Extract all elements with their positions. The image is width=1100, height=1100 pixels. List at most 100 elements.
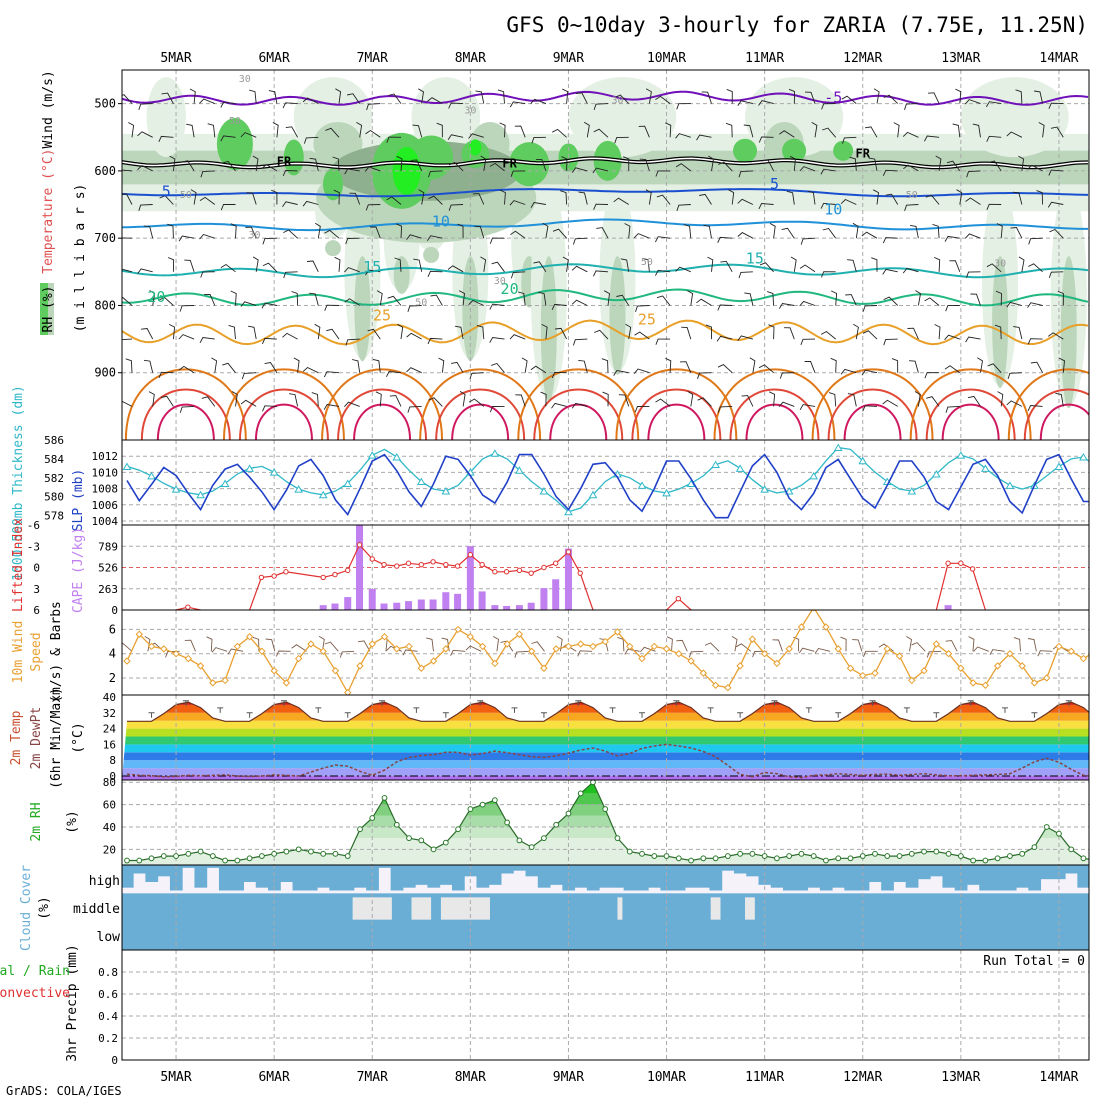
isotherm-label: 25	[638, 310, 656, 328]
wind10m-barb	[911, 642, 926, 652]
upper-wind-barb	[454, 325, 464, 340]
upper-wind-barb	[199, 196, 216, 205]
wind10m-barb	[492, 636, 499, 652]
cloud-high-bar	[1003, 865, 1017, 891]
upper-wind-barb	[788, 88, 796, 104]
upper-wind-barb	[509, 101, 526, 108]
upper-wind-barb	[389, 395, 402, 407]
upper-wind-barb	[491, 261, 505, 273]
upper-wind-barb	[325, 127, 340, 138]
rh2m-marker	[565, 810, 572, 817]
upper-wind-barb	[427, 97, 443, 104]
upper-wind-barb	[335, 88, 342, 104]
isotherm-5	[122, 188, 1089, 198]
upper-wind-barb	[459, 391, 466, 407]
cloud-high-bar	[378, 865, 392, 868]
upper-wind-barb	[882, 399, 898, 407]
upper-wind-barb	[264, 362, 278, 373]
boundary-isotherm	[631, 388, 722, 440]
upper-wind-barb	[397, 323, 404, 340]
upper-wind-barb	[148, 391, 155, 407]
rh2m-marker	[185, 850, 192, 857]
upper-wind-barb	[345, 237, 360, 245]
upper-wind-barb	[575, 92, 588, 104]
boundary-isotherm	[1023, 388, 1089, 440]
thickness-marker	[539, 487, 549, 495]
upper-wind-barb	[333, 189, 340, 205]
wind10m-barb	[688, 650, 704, 658]
upper-wind-barb	[138, 204, 153, 211]
thickness-marker	[784, 487, 794, 495]
wind-speed-marker	[785, 645, 793, 653]
lifted-index-marker	[332, 571, 338, 578]
x-tick-label-top: 10MAR	[647, 51, 686, 66]
cape-bar	[527, 602, 535, 610]
wind10m-barb	[577, 650, 593, 657]
rh2m-marker	[614, 835, 621, 842]
upper-wind-barb	[882, 237, 898, 244]
wind-speed-marker	[172, 650, 180, 658]
wind-speed-marker	[1030, 679, 1039, 687]
upper-wind-barb	[220, 101, 236, 108]
upper-wind-barb	[717, 364, 733, 374]
cape-bar	[454, 593, 462, 610]
upper-wind-barb	[252, 155, 259, 171]
upper-wind-barb	[945, 305, 960, 312]
upper-wind-barb	[675, 163, 692, 172]
cloud-mid-gap	[617, 897, 623, 920]
upper-wind-barb	[240, 301, 257, 307]
upper-wind-barb	[872, 189, 879, 205]
upper-wind-barb	[902, 131, 919, 138]
upper-wind-barb	[282, 102, 298, 109]
temp-max-marker	[737, 712, 744, 718]
rh2m-marker	[1019, 850, 1026, 857]
thickness-axis-label: 1000-500mb Thickness (dm)	[11, 385, 26, 581]
boundary-isotherm	[156, 403, 215, 440]
upper-wind-barb	[283, 271, 298, 279]
upper-wind-barb	[169, 155, 176, 171]
upper-wind-barb	[800, 338, 816, 346]
cape-bar	[466, 546, 474, 610]
upper-wind-barb	[240, 399, 257, 407]
rh-contour-label: 30	[464, 106, 476, 117]
rh2m-marker	[344, 853, 351, 859]
upper-wind-barb	[211, 357, 218, 373]
temp-tick-label: 40	[103, 691, 116, 704]
upper-wind-barb	[762, 159, 775, 172]
upper-wind-barb	[699, 193, 712, 205]
cloud-high-bar	[402, 865, 416, 888]
rh2m-marker	[148, 855, 155, 862]
upper-wind-barb	[457, 223, 464, 239]
upper-wind-barb	[1006, 400, 1023, 407]
cloud-high-bar	[697, 865, 710, 888]
temp-max-marker	[639, 712, 646, 718]
upper-wind-barb	[551, 303, 567, 310]
upper-wind-barb	[907, 327, 919, 340]
lifted-index-marker	[958, 560, 964, 566]
rh2m-marker	[577, 790, 584, 797]
upper-wind-barb	[1018, 256, 1025, 272]
wind-speed-marker	[981, 681, 990, 689]
upper-wind-barb	[853, 323, 859, 340]
upper-wind-barb	[385, 371, 402, 378]
upper-wind-barb	[572, 237, 588, 245]
wind10m-barb	[1013, 637, 1021, 652]
cloud-high-bar	[795, 865, 809, 891]
lifted-index-marker	[320, 574, 326, 581]
upper-wind-barb	[412, 124, 423, 138]
rh2m-line	[127, 781, 1089, 862]
wind-speed-marker	[638, 654, 646, 663]
upper-wind-barb	[966, 170, 981, 178]
upper-wind-barb	[758, 100, 774, 106]
wind10m-barb	[441, 637, 450, 652]
rh2m-marker	[835, 855, 842, 862]
upper-wind-barb	[934, 324, 941, 340]
x-tick-label-top: 11MAR	[745, 51, 784, 66]
cloud-high-bar	[783, 865, 796, 891]
thickness-marker	[147, 471, 156, 480]
upper-wind-barb	[639, 158, 650, 172]
wind-speed-marker	[123, 657, 131, 665]
upper-wind-barb	[972, 123, 981, 138]
boundary-isotherm	[337, 388, 428, 440]
